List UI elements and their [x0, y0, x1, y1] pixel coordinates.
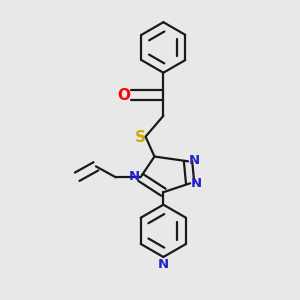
Text: N: N [158, 258, 169, 271]
Text: N: N [188, 154, 200, 167]
Text: O: O [118, 88, 130, 103]
Text: N: N [190, 177, 202, 190]
Text: N: N [128, 170, 140, 183]
Text: S: S [135, 130, 146, 145]
